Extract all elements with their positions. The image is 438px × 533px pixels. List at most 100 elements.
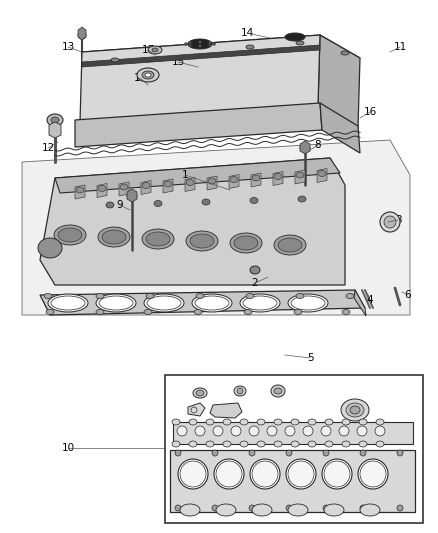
Ellipse shape xyxy=(111,58,119,62)
Ellipse shape xyxy=(341,399,369,421)
Ellipse shape xyxy=(308,441,316,447)
Ellipse shape xyxy=(308,419,316,425)
Text: 15: 15 xyxy=(171,57,185,67)
Ellipse shape xyxy=(175,450,181,456)
Ellipse shape xyxy=(318,171,326,176)
Polygon shape xyxy=(75,103,322,147)
Ellipse shape xyxy=(252,175,260,181)
Ellipse shape xyxy=(152,48,158,52)
Ellipse shape xyxy=(192,294,232,312)
Ellipse shape xyxy=(303,426,313,436)
Ellipse shape xyxy=(350,406,360,414)
Ellipse shape xyxy=(325,419,333,425)
Ellipse shape xyxy=(51,117,59,123)
Polygon shape xyxy=(141,181,151,195)
Ellipse shape xyxy=(296,172,304,178)
Ellipse shape xyxy=(180,461,206,487)
Ellipse shape xyxy=(249,426,259,436)
Text: 12: 12 xyxy=(41,143,55,153)
Ellipse shape xyxy=(291,296,325,310)
Ellipse shape xyxy=(294,310,302,314)
Ellipse shape xyxy=(286,450,292,456)
Ellipse shape xyxy=(360,504,380,516)
Ellipse shape xyxy=(137,68,159,82)
Ellipse shape xyxy=(189,41,191,44)
Ellipse shape xyxy=(202,199,210,205)
Polygon shape xyxy=(127,189,137,202)
Ellipse shape xyxy=(148,46,162,54)
Ellipse shape xyxy=(252,461,278,487)
Ellipse shape xyxy=(342,441,350,447)
Ellipse shape xyxy=(286,505,292,511)
Polygon shape xyxy=(22,140,410,315)
Ellipse shape xyxy=(357,426,367,436)
Ellipse shape xyxy=(384,216,396,228)
Ellipse shape xyxy=(274,174,282,180)
Polygon shape xyxy=(188,403,205,416)
Ellipse shape xyxy=(208,41,212,44)
Ellipse shape xyxy=(321,426,331,436)
Ellipse shape xyxy=(146,232,170,246)
Ellipse shape xyxy=(213,426,223,436)
Ellipse shape xyxy=(244,310,252,314)
Ellipse shape xyxy=(240,419,248,425)
Ellipse shape xyxy=(397,505,403,511)
Ellipse shape xyxy=(180,504,200,516)
Ellipse shape xyxy=(142,229,174,249)
Ellipse shape xyxy=(250,266,260,274)
Ellipse shape xyxy=(291,441,299,447)
Polygon shape xyxy=(119,182,129,196)
Ellipse shape xyxy=(300,145,310,151)
Ellipse shape xyxy=(274,388,282,394)
Ellipse shape xyxy=(250,198,258,204)
Text: 16: 16 xyxy=(364,107,377,117)
Ellipse shape xyxy=(189,441,197,447)
Ellipse shape xyxy=(231,426,241,436)
Ellipse shape xyxy=(178,459,208,489)
Ellipse shape xyxy=(46,310,54,314)
Bar xyxy=(170,450,415,512)
Ellipse shape xyxy=(346,294,354,298)
Polygon shape xyxy=(229,174,239,189)
Ellipse shape xyxy=(274,419,282,425)
Ellipse shape xyxy=(145,73,151,77)
Ellipse shape xyxy=(198,44,201,47)
Polygon shape xyxy=(40,158,345,285)
Ellipse shape xyxy=(240,441,248,447)
Ellipse shape xyxy=(223,441,231,447)
Polygon shape xyxy=(354,290,366,316)
Polygon shape xyxy=(273,172,283,185)
Polygon shape xyxy=(295,170,305,184)
Ellipse shape xyxy=(212,43,215,45)
Ellipse shape xyxy=(291,419,299,425)
Ellipse shape xyxy=(216,504,236,516)
Ellipse shape xyxy=(323,450,329,456)
Ellipse shape xyxy=(146,294,154,298)
Text: 11: 11 xyxy=(393,42,406,52)
Ellipse shape xyxy=(257,419,265,425)
Ellipse shape xyxy=(274,235,306,255)
Ellipse shape xyxy=(98,227,130,247)
Text: 3: 3 xyxy=(395,215,401,225)
Text: 8: 8 xyxy=(314,140,321,150)
Ellipse shape xyxy=(147,296,181,310)
Ellipse shape xyxy=(47,114,63,126)
Ellipse shape xyxy=(190,234,214,248)
Ellipse shape xyxy=(144,310,152,314)
Ellipse shape xyxy=(346,403,364,417)
Ellipse shape xyxy=(76,187,84,193)
Ellipse shape xyxy=(216,461,242,487)
Polygon shape xyxy=(55,158,340,193)
Polygon shape xyxy=(207,176,217,190)
Ellipse shape xyxy=(243,296,277,310)
Ellipse shape xyxy=(250,459,280,489)
Ellipse shape xyxy=(198,41,201,44)
Ellipse shape xyxy=(142,71,154,79)
Ellipse shape xyxy=(214,459,244,489)
Text: 4: 4 xyxy=(367,295,373,305)
Polygon shape xyxy=(82,35,360,75)
Ellipse shape xyxy=(257,441,265,447)
Ellipse shape xyxy=(54,225,86,245)
Ellipse shape xyxy=(98,185,106,191)
Ellipse shape xyxy=(288,504,308,516)
